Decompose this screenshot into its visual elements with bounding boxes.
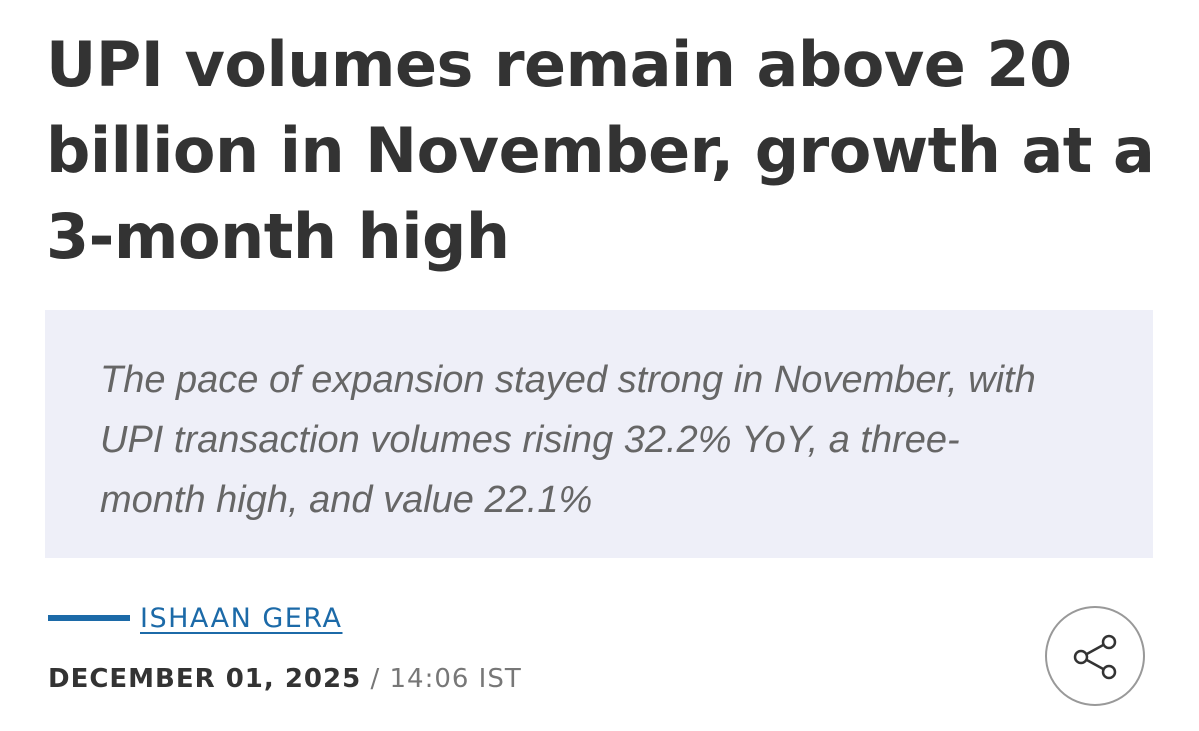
author-bar xyxy=(48,615,130,621)
summary-box: The pace of expansion stayed strong in N… xyxy=(45,310,1153,558)
summary-line: month high, and value 22.1% xyxy=(100,479,593,521)
headline-line: billion in November, growth at a xyxy=(46,114,1155,187)
separator: / xyxy=(370,664,381,694)
headline-line: 3-month high xyxy=(46,200,510,273)
date: DECEMBER 01, 2025 xyxy=(48,664,362,694)
author-link[interactable]: ISHAAN GERA xyxy=(140,603,343,634)
dateline: DECEMBER 01, 2025 / 14:06 IST xyxy=(48,664,522,694)
summary: The pace of expansion stayed strong in N… xyxy=(100,350,1036,530)
headline: UPI volumes remain above 20 billion in No… xyxy=(46,22,1155,280)
share-button[interactable] xyxy=(1045,606,1145,706)
summary-line: The pace of expansion stayed strong in N… xyxy=(100,359,1036,401)
headline-line: UPI volumes remain above 20 xyxy=(46,28,1072,101)
summary-line: UPI transaction volumes rising 32.2% YoY… xyxy=(100,419,960,461)
share-icon xyxy=(1073,634,1117,680)
time: 14:06 IST xyxy=(389,664,522,694)
